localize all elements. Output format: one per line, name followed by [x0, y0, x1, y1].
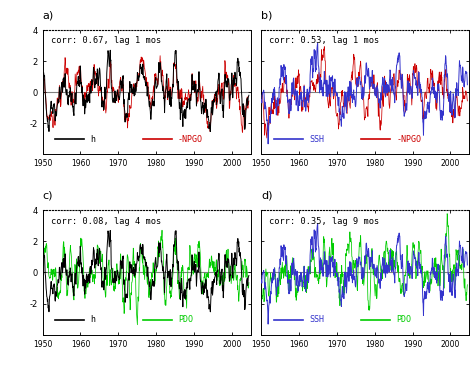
Text: corr: 0.08, lag 4 mos: corr: 0.08, lag 4 mos [51, 217, 161, 226]
Text: SSH: SSH [309, 315, 324, 324]
Text: c): c) [43, 190, 53, 200]
Text: h: h [91, 135, 96, 144]
Text: d): d) [261, 190, 273, 200]
Text: a): a) [43, 10, 54, 20]
Text: corr: 0.67, lag 1 mos: corr: 0.67, lag 1 mos [51, 36, 161, 45]
Text: -NPGO: -NPGO [178, 135, 203, 144]
Text: h: h [91, 315, 96, 324]
Text: PDO: PDO [396, 315, 411, 324]
Text: SSH: SSH [309, 135, 324, 144]
Text: corr: 0.35, lag 9 mos: corr: 0.35, lag 9 mos [270, 217, 380, 226]
Text: -NPGO: -NPGO [396, 135, 421, 144]
Text: b): b) [261, 10, 273, 20]
Text: corr: 0.53, lag 1 mos: corr: 0.53, lag 1 mos [270, 36, 380, 45]
Text: PDO: PDO [178, 315, 193, 324]
